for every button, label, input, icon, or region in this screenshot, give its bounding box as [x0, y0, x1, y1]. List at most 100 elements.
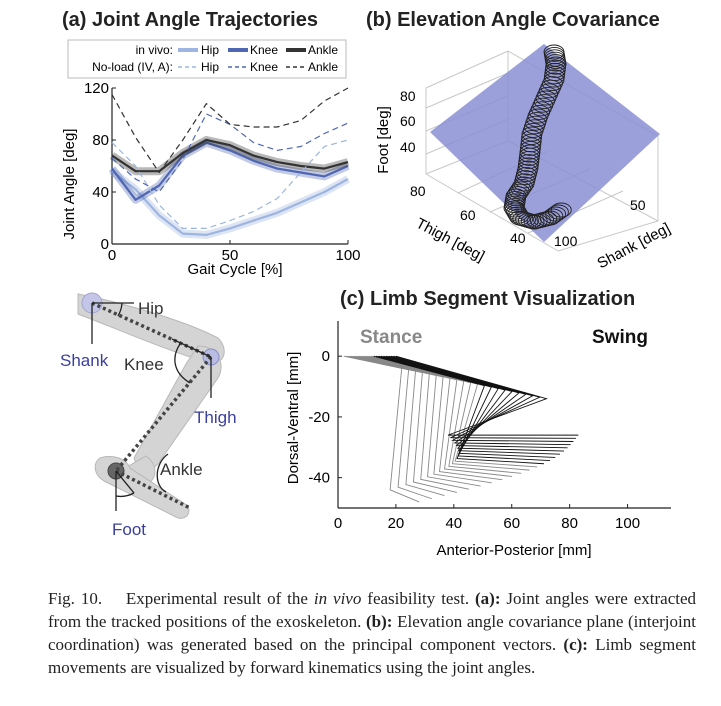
panel-a-title: (a) Joint Angle Trajectories	[62, 9, 318, 31]
trajectory-marker	[539, 210, 561, 226]
trajectory-marker	[518, 154, 540, 170]
legend-ankle: Ankle	[308, 43, 338, 57]
trajectory-marker	[547, 204, 569, 220]
stance-segment	[363, 355, 513, 477]
y-axis-label: Joint Angle [deg]	[61, 129, 78, 240]
x-tick-label: 100	[615, 515, 640, 532]
swing-segment	[375, 355, 551, 462]
caption-text: Elevation angle covariance plane (interj…	[48, 612, 696, 654]
series-line-knee	[111, 141, 349, 201]
trajectory-marker	[544, 62, 566, 78]
joint-angle-chart: in vivo: No-load (IV, A): Hip Knee Ankle…	[61, 39, 360, 278]
caption-text: feasibility test.	[361, 589, 475, 608]
reference-lines	[91, 302, 212, 511]
swing-segment	[395, 355, 579, 436]
stance-segment	[368, 355, 530, 471]
x-axis-label: Gait Cycle [%]	[187, 261, 282, 278]
trajectory-marker	[543, 69, 565, 85]
foot-tick: 40	[400, 139, 416, 155]
legend-row1-label: in vivo:	[136, 43, 173, 57]
stance-label: Stance	[360, 327, 422, 348]
series-line-knee-noload	[111, 113, 349, 193]
x-tick-label: 0	[334, 515, 342, 532]
x-tick-label: 80	[561, 515, 578, 532]
foot-label: Foot	[112, 520, 146, 539]
y-tick-label: 0	[322, 348, 330, 365]
series-line-hip-noload	[111, 139, 349, 229]
legend-knee-noload: Knee	[250, 60, 278, 74]
limb-segment-chart: 0 20 40 60 80 100 0 -20 -40 Stance Swing Anterio…	[285, 321, 671, 559]
ankle-label: Ankle	[160, 460, 203, 479]
trajectory-marker	[545, 56, 567, 72]
y-tick-label: -40	[308, 470, 330, 487]
knee-label: Knee	[124, 355, 164, 374]
swing-segment	[388, 355, 571, 446]
swing-label: Swing	[592, 327, 648, 348]
trajectory-marker	[521, 126, 543, 142]
x-axis-label: Anterior-Posterior [mm]	[436, 542, 591, 559]
shank-label: Shank	[60, 351, 109, 370]
y-tick-label: 40	[92, 184, 109, 201]
caption-emph: in vivo	[313, 589, 362, 608]
legend-hip: Hip	[201, 43, 219, 57]
shank-tick: 100	[554, 233, 578, 249]
foot-tick: 60	[400, 113, 416, 129]
x-tick-label: 50	[222, 247, 239, 264]
covariance-plane	[430, 44, 660, 242]
y-tick-label: -20	[308, 409, 330, 426]
y-tick-label: 0	[101, 236, 109, 253]
elevation-covariance-chart: 80 60 40 Foot [deg] 80 60 40 Thigh [deg]…	[375, 44, 674, 273]
trajectory-marker	[517, 157, 539, 173]
series-line-ankle	[111, 138, 349, 173]
caption-ref-b: (b):	[366, 612, 393, 631]
x-tick-label: 40	[445, 515, 462, 532]
caption-fig-label: Fig. 10.	[48, 589, 103, 608]
thigh-tick: 60	[460, 207, 476, 223]
legend: in vivo: No-load (IV, A): Hip Knee Ankle…	[67, 39, 347, 79]
caption-text: Limb segment movements are visualized by…	[48, 635, 696, 677]
caption-text: Joint angles were extracted from the tra…	[48, 589, 697, 631]
legend-hip-noload: Hip	[201, 60, 219, 74]
swing-segment	[378, 355, 556, 458]
shank-axis-label: Shank [deg]	[595, 220, 674, 273]
foot-tick: 80	[400, 88, 416, 104]
legend-ankle-noload: Ankle	[308, 60, 338, 74]
leg-silhouette	[77, 293, 225, 519]
trajectory-marker	[521, 130, 543, 146]
swing-segment	[385, 355, 568, 449]
y-axis-label: Dorsal-Ventral [mm]	[285, 352, 302, 485]
leg-diagram: Hip Shank Knee Thigh Ankle Foot	[60, 292, 237, 539]
thigh-tick: 80	[410, 183, 426, 199]
trajectory-marker	[550, 202, 572, 218]
trajectory-marker	[545, 206, 567, 222]
foot-axis-label: Foot [deg]	[375, 106, 392, 174]
figure-caption: Fig. 10. Experimental result of the in v…	[48, 587, 696, 679]
legend-row2-label: No-load (IV, A):	[92, 60, 173, 74]
stance-segment	[346, 355, 432, 500]
y-tick-label: 80	[92, 132, 109, 149]
caption-text: Experimental result of the	[125, 589, 314, 608]
thigh-tick: 40	[510, 230, 526, 246]
stance-segment	[361, 355, 503, 481]
series-line-hip	[111, 170, 349, 236]
trajectory-marker	[519, 144, 541, 160]
trajectory-marker	[519, 147, 541, 163]
hip-label: Hip	[138, 299, 164, 318]
x-tick-label: 60	[503, 515, 520, 532]
stance-segment	[370, 355, 538, 468]
trajectory-marker	[545, 59, 567, 75]
caption-ref-c: (c):	[563, 635, 588, 654]
thigh-label: Thigh	[194, 408, 237, 427]
trajectory-marker	[518, 150, 540, 166]
panel-b-title: (b) Elevation Angle Covariance	[366, 9, 660, 31]
stance-segment	[366, 355, 522, 474]
trajectory-marker	[519, 140, 541, 156]
caption-ref-a: (a):	[475, 589, 501, 608]
legend-knee: Knee	[250, 43, 278, 57]
swing-segment	[373, 355, 544, 465]
x-tick-label: 0	[108, 247, 116, 264]
y-tick-label: 120	[84, 80, 109, 97]
panel-c-title: (c) Limb Segment Visualization	[340, 288, 636, 310]
swing-segment	[380, 355, 561, 455]
shank-tick: 50	[630, 197, 646, 213]
